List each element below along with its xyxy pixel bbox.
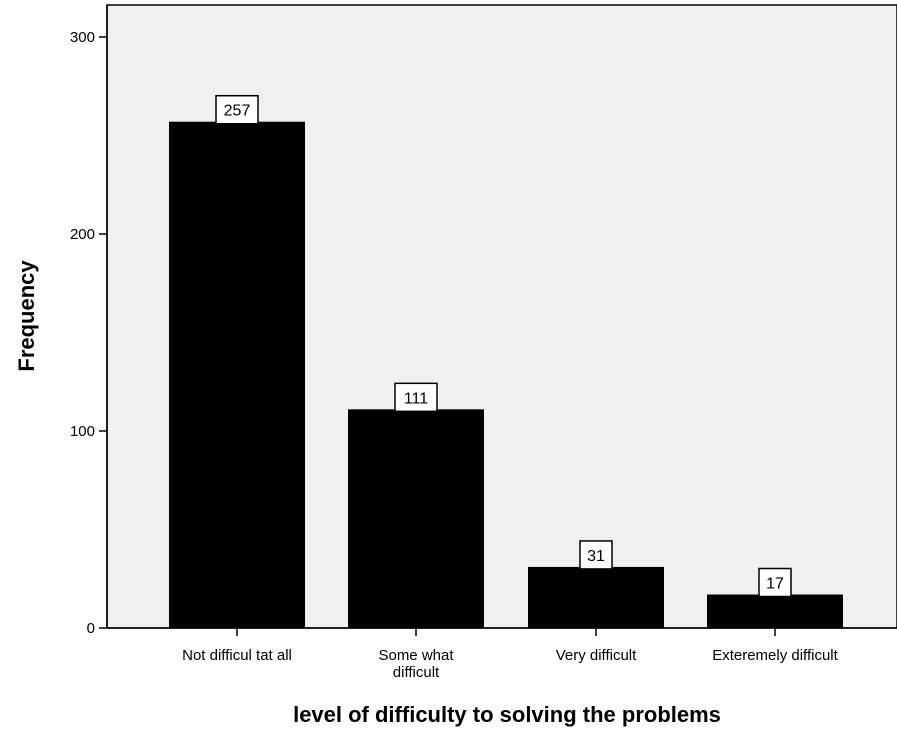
bar	[528, 566, 664, 628]
y-tick-label: 300	[70, 29, 95, 46]
data-label: 17	[758, 567, 792, 598]
data-label-text: 111	[404, 390, 428, 407]
x-axis-title: level of difficulty to solving the probl…	[293, 702, 721, 727]
x-tick-label: Some what difficult	[378, 647, 454, 681]
bars-layer	[169, 121, 843, 629]
bar	[707, 594, 843, 628]
y-tick-label: 200	[70, 226, 95, 243]
data-label-text: 17	[766, 576, 784, 593]
x-tick-label: Very difficult	[556, 647, 637, 664]
y-tick-label: 100	[70, 423, 95, 440]
data-label-box	[579, 540, 613, 570]
data-label: 257	[215, 94, 259, 125]
axes-layer: 0 100 200 300 Not difficul tat all Some what d…	[70, 5, 897, 681]
data-label-text: 31	[587, 548, 605, 565]
bar	[169, 121, 305, 629]
data-label-box	[394, 382, 438, 413]
x-tick-label: Exteremely difficult	[712, 647, 838, 664]
data-label-box	[215, 94, 259, 125]
y-axis-title: Frequency	[14, 260, 39, 372]
data-labels-layer: 257 111 31 17	[215, 94, 792, 598]
x-tick-label: Not difficul tat all	[182, 647, 292, 664]
bar	[348, 409, 484, 628]
data-label: 31	[579, 540, 613, 570]
data-label: 111	[394, 382, 438, 413]
data-label-box	[758, 567, 792, 598]
y-tick-label: 0	[87, 620, 95, 637]
data-label-text: 257	[224, 103, 251, 120]
